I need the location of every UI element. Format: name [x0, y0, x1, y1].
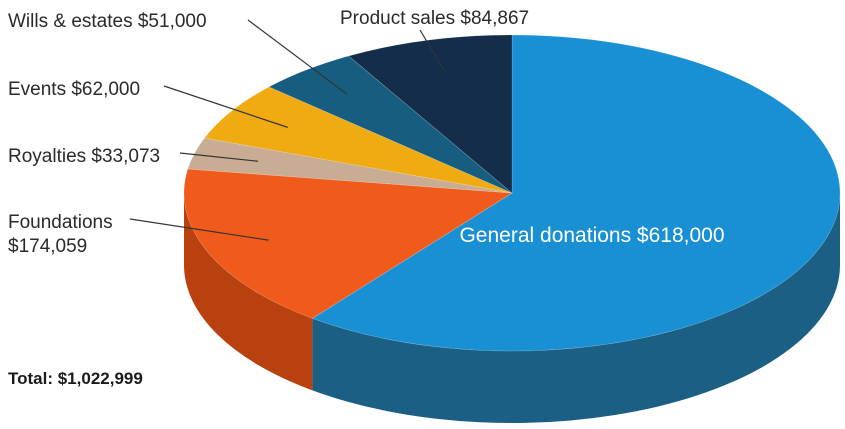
slice-side-foundations [184, 193, 313, 391]
leader-line-foundations [129, 218, 269, 241]
pie-sides [184, 193, 841, 423]
slice-events [203, 86, 513, 194]
slice-label-wills-estates: Wills & estates $51,000 [8, 11, 207, 32]
slice-label-foundations: Foundations $174,059 [8, 212, 113, 257]
leader-lines [129, 19, 445, 241]
slice-product-sales [348, 34, 513, 194]
slice-label-events: Events $62,000 [8, 79, 140, 100]
total-label: Total: $1,022,999 [8, 369, 143, 388]
slice-label-general-donations: General donations $618,000 [459, 224, 724, 247]
slice-labels: General donations $618,000 Foundations $17… [8, 8, 725, 257]
slice-foundations [183, 168, 513, 319]
slice-general-donations [311, 34, 841, 352]
slice-royalties [187, 137, 513, 194]
pie-slices [183, 34, 841, 352]
leader-line-events [163, 85, 288, 128]
slice-label-product-sales: Product sales $84,867 [340, 8, 529, 29]
leader-line-wills-estates [247, 19, 348, 96]
leader-line-royalties [179, 152, 259, 162]
slice-label-royalties: Royalties $33,073 [8, 146, 160, 167]
slice-side-general-donations [312, 193, 841, 423]
slice-wills-estates [268, 55, 513, 194]
leader-line-product-sales [419, 29, 445, 72]
